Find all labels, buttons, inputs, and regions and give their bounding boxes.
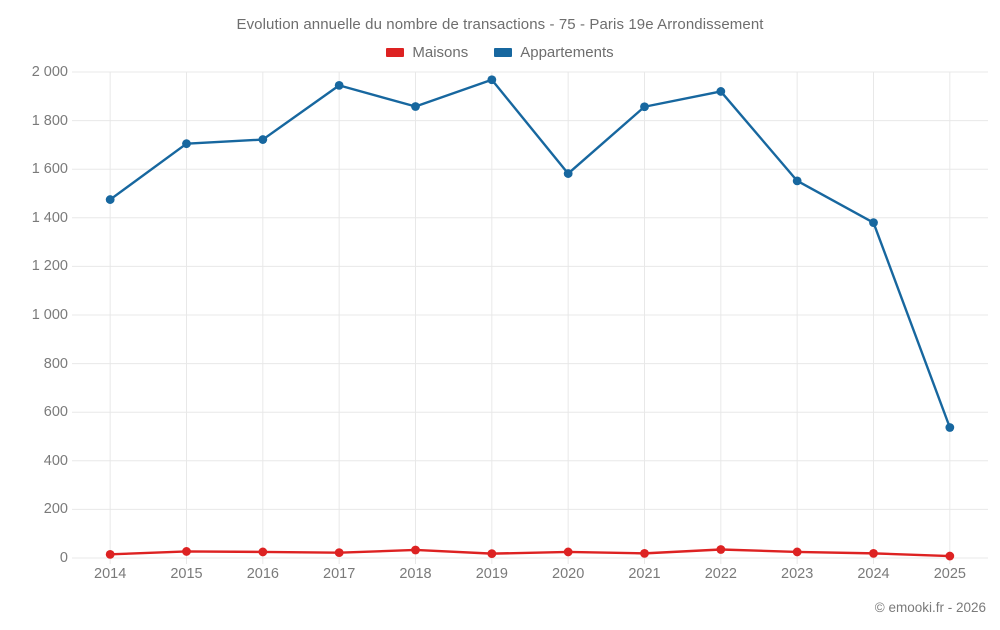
x-axis-tick-label: 2021: [628, 566, 661, 582]
y-axis-tick-label: 800: [43, 355, 68, 372]
data-point[interactable]: [869, 548, 878, 558]
data-point[interactable]: [487, 75, 497, 85]
data-point[interactable]: [716, 87, 726, 96]
data-point[interactable]: [182, 547, 191, 556]
series-line-maisons: [108, 548, 952, 558]
data-point[interactable]: [334, 548, 344, 558]
data-point[interactable]: [258, 547, 268, 557]
legend-label-maisons: Maisons: [412, 44, 469, 61]
y-axis-tick-label: 2 000: [31, 64, 68, 80]
legend-label-appartements: Appartements: [520, 44, 614, 61]
data-point[interactable]: [258, 135, 268, 144]
data-point[interactable]: [105, 549, 115, 559]
data-point[interactable]: [792, 547, 802, 557]
data-point[interactable]: [869, 218, 878, 228]
data-point[interactable]: [563, 169, 573, 178]
y-axis-tick-label: 1 400: [31, 209, 68, 226]
x-axis-tick-label: 2019: [475, 566, 508, 582]
data-point[interactable]: [640, 102, 649, 112]
x-axis-tick-label: 2023: [781, 566, 814, 582]
x-axis-tick-label: 2015: [170, 566, 203, 582]
legend-item-appartements[interactable]: Appartements: [494, 44, 614, 61]
y-axis-tick-label: 0: [59, 550, 68, 566]
legend-swatch-maisons: [386, 48, 405, 57]
data-point[interactable]: [411, 545, 420, 555]
x-axis-tick-label: 2022: [704, 566, 737, 582]
data-point[interactable]: [182, 139, 191, 149]
y-axis-tick-label: 200: [43, 501, 68, 518]
data-point[interactable]: [105, 195, 115, 204]
y-axis-tick-label: 1 000: [31, 307, 68, 323]
y-axis-tick-label: 1 200: [31, 258, 68, 275]
data-point[interactable]: [716, 545, 726, 554]
x-axis-tick-label: 2017: [323, 566, 356, 582]
data-point[interactable]: [563, 547, 573, 557]
data-point[interactable]: [792, 176, 802, 186]
legend-item-maisons[interactable]: Maisons: [386, 44, 468, 61]
data-point[interactable]: [640, 548, 649, 558]
y-axis-tick-label: 400: [43, 452, 68, 469]
y-axis-tick-label: 1 800: [31, 112, 68, 129]
chart-legend: Maisons Appartements: [0, 44, 1000, 61]
y-axis-tick-label: 1 600: [31, 161, 68, 178]
data-point[interactable]: [334, 80, 344, 90]
y-axis-tick-label: 600: [43, 404, 68, 421]
data-point[interactable]: [945, 423, 955, 432]
data-point[interactable]: [411, 102, 420, 111]
x-axis-tick-label: 2025: [933, 566, 966, 582]
legend-swatch-appartements: [494, 48, 513, 57]
x-axis-tick-label: 2024: [857, 566, 890, 582]
x-axis-tick-label: 2020: [552, 566, 585, 582]
series-line-appartements: [108, 78, 952, 429]
data-point[interactable]: [945, 551, 955, 561]
x-axis-tick-label: 2018: [399, 566, 432, 582]
data-point[interactable]: [487, 549, 497, 559]
x-axis-tick-label: 2014: [94, 566, 127, 582]
footer-credit: © emooki.fr - 2026: [874, 600, 986, 615]
chart-title: Evolution annuelle du nombre de transact…: [236, 16, 764, 33]
x-axis-tick-label: 2016: [246, 566, 279, 582]
